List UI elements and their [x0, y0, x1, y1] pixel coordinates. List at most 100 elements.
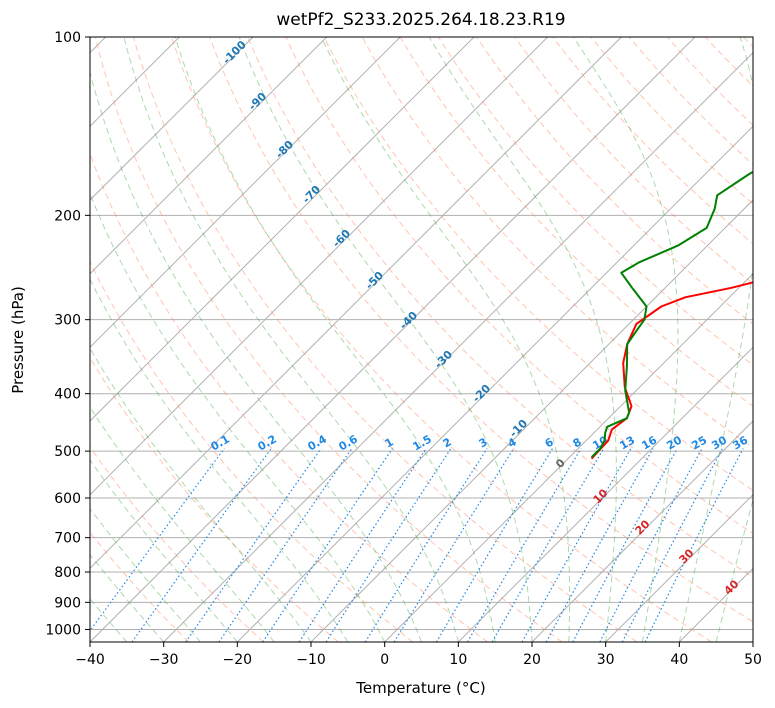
- mixing-ratio-label: 25: [689, 434, 709, 453]
- x-tick-label: −30: [149, 652, 179, 668]
- chart-title: wetPf2_S233.2025.264.18.23.R19: [276, 10, 565, 30]
- mixing-ratio-line: [364, 448, 488, 642]
- dry-adiabat-label: -100: [220, 38, 249, 67]
- moist-adiabat-line: [428, 37, 617, 642]
- moist-adiabat-line: [90, 278, 349, 642]
- mixing-ratio-line: [466, 448, 582, 642]
- isotherm-line: [90, 37, 696, 642]
- moist-adiabat-line: [90, 507, 201, 642]
- isotherm-line: [678, 567, 753, 642]
- mixing-ratio-line: [185, 448, 322, 642]
- dry-adiabat-label: -50: [363, 269, 386, 292]
- y-tick-label: 600: [54, 491, 81, 507]
- y-tick-label: 1000: [45, 622, 81, 638]
- mixing-ratio-label: 0.1: [209, 432, 232, 453]
- isotherm-line: [310, 199, 753, 642]
- isotherm-line: [90, 37, 328, 275]
- y-axis: 100 200 300 400 500 600 700 800 900 1000: [45, 30, 90, 638]
- mixing-ratio-label: 0.4: [306, 432, 330, 453]
- mixing-ratio-line: [325, 448, 452, 642]
- dry-adiabat-label: -90: [246, 90, 269, 113]
- mixing-ratio-label: 36: [730, 433, 750, 452]
- y-tick-label: 400: [54, 387, 81, 403]
- moist-adiabat-line: [123, 37, 459, 642]
- x-tick-label: 0: [380, 652, 389, 668]
- dry-adiabat-line: [361, 37, 753, 449]
- background-line-labels: 0.1 0.2 0.4 0.6 1 1.5 2 3 4 6 8 10 13 16 20 25 30 36-100-…: [209, 38, 751, 598]
- moist-adiabat-label: 30: [677, 546, 697, 566]
- y-tick-label: 200: [54, 208, 81, 224]
- profile-series: [590, 170, 753, 460]
- isotherm-line: [752, 641, 753, 642]
- dry-adiabat-line: [399, 37, 753, 407]
- mixing-ratio-line: [621, 448, 723, 642]
- dry-adiabat-line: [323, 37, 753, 491]
- isotherm-line: [605, 493, 753, 642]
- y-tick-label: 500: [54, 444, 81, 460]
- moist-adiabat-line: [678, 37, 753, 642]
- isotherm-line: [90, 37, 254, 201]
- dry-adiabat-line: [476, 37, 753, 325]
- mixing-ratio-line: [644, 448, 744, 642]
- mixing-ratio-label: 30: [709, 433, 729, 452]
- x-tick-label: 10: [449, 652, 467, 668]
- plot-frame: [89, 36, 754, 643]
- mixing-ratio-line: [491, 448, 605, 642]
- mixing-ratio-line: [218, 448, 353, 642]
- mixing-ratio-line: [393, 448, 515, 642]
- y-tick-label: 700: [54, 531, 81, 547]
- moist-adiabat-line: [90, 406, 275, 642]
- mixing-ratio-label: 0.6: [337, 432, 361, 453]
- dewpoint-profile-line: [590, 170, 753, 458]
- dry-adiabat-line: [90, 152, 488, 642]
- moist-adiabat-line: [572, 37, 679, 642]
- moist-adiabat-label: 20: [633, 517, 653, 537]
- x-tick-label: 50: [744, 652, 762, 668]
- mixing-ratio-label: 13: [617, 434, 637, 453]
- moist-adiabat-line: [90, 192, 386, 642]
- dry-adiabat-line: [552, 37, 753, 245]
- moist-adiabats: [90, 37, 753, 642]
- mixing-ratio-line: [572, 448, 678, 642]
- isotherm-line: [236, 125, 753, 642]
- isotherm-line: [384, 272, 753, 642]
- moist-adiabat-line: [90, 459, 238, 642]
- mixing-ratio-label: 20: [664, 433, 684, 452]
- temperature-profile-line: [590, 281, 753, 460]
- x-axis-title: Temperature (°C): [355, 679, 485, 697]
- x-tick-label: 20: [523, 652, 541, 668]
- dry-adiabat-line: [743, 37, 753, 48]
- moist-adiabat-line: [90, 70, 422, 642]
- moist-adiabat-label: 0: [553, 456, 568, 471]
- mixing-ratio-label: 1: [383, 435, 396, 450]
- dry-adiabat-label: -80: [273, 138, 296, 161]
- dry-adiabat-line: [514, 37, 753, 285]
- y-tick-label: 300: [54, 313, 81, 329]
- x-tick-label: −10: [296, 652, 326, 668]
- mixing-ratio-label: 16: [639, 433, 659, 452]
- dry-adiabat-line: [132, 37, 638, 642]
- mixing-ratio-line: [298, 448, 427, 642]
- x-tick-label: 30: [597, 652, 615, 668]
- mixing-ratio-line: [90, 448, 225, 632]
- isotherm-line: [90, 37, 401, 349]
- y-axis-title: Pressure (hPa): [9, 286, 27, 394]
- moist-adiabat-line: [320, 37, 571, 642]
- dry-adiabat-line: [704, 37, 753, 87]
- moist-adiabat-line: [238, 37, 533, 642]
- isotherm-line: [90, 37, 622, 570]
- dry-adiabat-line: [437, 37, 753, 366]
- isotherm-line: [531, 420, 753, 642]
- mixing-ratio-label: 8: [571, 435, 584, 450]
- moist-adiabat-line: [715, 497, 753, 642]
- y-tick-label: 800: [54, 565, 81, 581]
- dry-adiabat-line: [90, 446, 264, 642]
- mixing-ratio-lines: [90, 448, 744, 642]
- x-tick-label: −40: [75, 652, 105, 668]
- mixing-ratio-line: [435, 448, 554, 642]
- y-tick-label: 100: [54, 30, 81, 46]
- dry-adiabat-label: -60: [330, 227, 353, 250]
- moist-adiabat-line: [90, 553, 165, 642]
- moist-adiabat-label: 10: [591, 486, 611, 506]
